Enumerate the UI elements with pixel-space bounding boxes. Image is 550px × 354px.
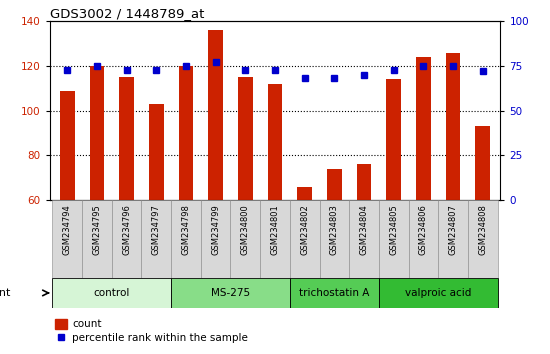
Bar (141, 200, 171, 278)
Bar (349, 200, 379, 278)
Text: GSM234795: GSM234795 (92, 204, 101, 255)
Text: GSM234805: GSM234805 (389, 204, 398, 255)
Text: valproic acid: valproic acid (405, 288, 471, 298)
Bar (201, 200, 230, 278)
Bar (52, 200, 82, 278)
Text: GSM234804: GSM234804 (360, 204, 368, 255)
Text: MS-275: MS-275 (211, 288, 250, 298)
Text: GSM234797: GSM234797 (152, 204, 161, 255)
Bar (52, 278, 171, 308)
Bar (386, 79, 401, 200)
Bar (260, 200, 290, 278)
Bar (379, 278, 498, 308)
Text: GDS3002 / 1448789_at: GDS3002 / 1448789_at (50, 7, 204, 20)
Text: GSM234799: GSM234799 (211, 204, 220, 255)
Text: GSM234808: GSM234808 (478, 204, 487, 255)
Bar (171, 200, 201, 278)
Bar (290, 278, 379, 308)
Bar (268, 84, 282, 200)
Text: GSM234796: GSM234796 (122, 204, 131, 255)
Bar (82, 200, 112, 278)
Bar (119, 77, 134, 200)
Bar (238, 77, 253, 200)
Bar (290, 200, 320, 278)
Text: GSM234798: GSM234798 (182, 204, 190, 255)
Legend: count, percentile rank within the sample: count, percentile rank within the sample (54, 319, 248, 343)
Bar (320, 200, 349, 278)
Bar (438, 200, 468, 278)
Text: GSM234807: GSM234807 (449, 204, 458, 255)
Bar (112, 200, 141, 278)
Bar (297, 187, 312, 200)
Text: agent: agent (0, 288, 11, 298)
Bar (149, 104, 164, 200)
Text: GSM234800: GSM234800 (241, 204, 250, 255)
Bar (379, 200, 409, 278)
Bar (208, 30, 223, 200)
Bar (60, 91, 75, 200)
Text: GSM234806: GSM234806 (419, 204, 428, 255)
Text: GSM234802: GSM234802 (300, 204, 309, 255)
Bar (356, 164, 371, 200)
Bar (327, 169, 342, 200)
Bar (179, 66, 194, 200)
Text: control: control (94, 288, 130, 298)
Bar (409, 200, 438, 278)
Bar (230, 200, 260, 278)
Text: trichostatin A: trichostatin A (299, 288, 370, 298)
Bar (90, 66, 104, 200)
Bar (446, 52, 460, 200)
Bar (171, 278, 290, 308)
Text: GSM234803: GSM234803 (330, 204, 339, 255)
Text: GSM234794: GSM234794 (63, 204, 72, 255)
Text: GSM234801: GSM234801 (271, 204, 279, 255)
Bar (475, 126, 490, 200)
Bar (468, 200, 498, 278)
Bar (416, 57, 431, 200)
